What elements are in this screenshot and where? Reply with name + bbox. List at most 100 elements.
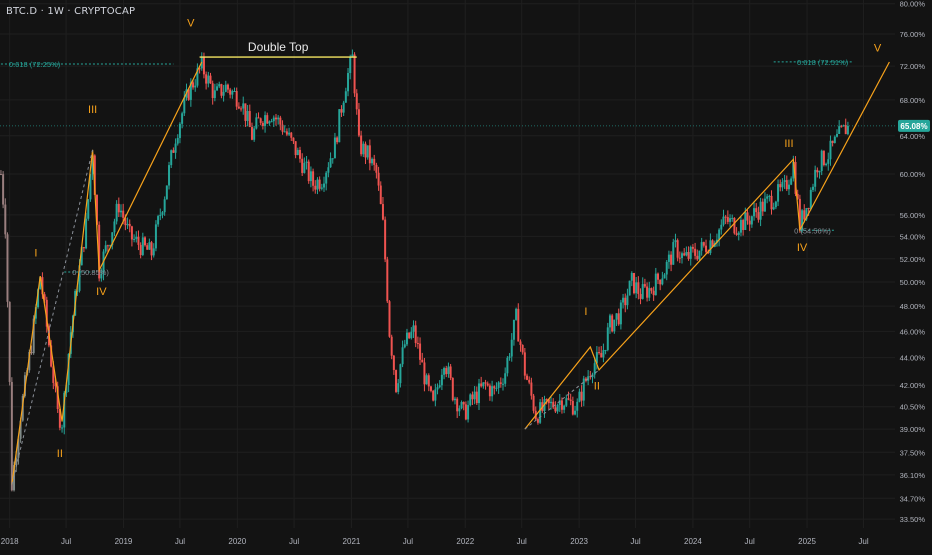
candle-body: [737, 232, 740, 235]
candle-body: [733, 217, 736, 234]
candle-body: [798, 198, 801, 231]
candle-body: [615, 313, 618, 320]
candle-body: [705, 245, 708, 252]
wave-label: II: [594, 380, 600, 392]
candle-body: [159, 214, 162, 217]
candle-body: [320, 187, 323, 189]
candle-body: [58, 408, 61, 428]
candle-body: [255, 117, 258, 129]
candle-body: [342, 102, 345, 113]
candle-body: [598, 352, 601, 354]
candle-body: [464, 404, 467, 420]
candle-body: [290, 132, 293, 138]
candle-body: [445, 368, 448, 375]
fib-level-label: 0 (50.85%): [72, 268, 109, 277]
y-tick-label: 44.00%: [900, 354, 926, 363]
candle-body: [65, 385, 68, 393]
candle-body: [772, 207, 775, 210]
candle-body: [187, 89, 190, 100]
candle-body: [480, 383, 483, 387]
candle-body: [292, 137, 295, 142]
candle-body: [246, 111, 249, 121]
candle-body: [818, 171, 821, 173]
candle-body: [368, 145, 371, 164]
candle-body: [844, 125, 847, 135]
candle-body: [667, 254, 670, 262]
candle-body: [801, 210, 804, 231]
y-tick-label: 80.00%: [900, 0, 926, 9]
candle-body: [545, 399, 548, 401]
candle-body: [816, 169, 819, 173]
candle-body: [569, 399, 572, 401]
candle-body: [152, 248, 155, 256]
candle-body: [32, 318, 35, 354]
candle-body: [473, 391, 476, 400]
candle-body: [766, 196, 769, 199]
candle-body: [235, 91, 238, 107]
candle-body: [829, 140, 832, 160]
candle-body: [412, 325, 415, 332]
candle-body: [447, 366, 450, 375]
y-tick-label: 42.00%: [900, 381, 926, 390]
candle-body: [526, 375, 529, 380]
candle-body: [384, 219, 387, 260]
candle-body: [78, 265, 81, 291]
candle-body: [617, 313, 620, 325]
candle-body: [550, 401, 553, 404]
candle-body: [665, 261, 668, 275]
x-tick-label: Jul: [61, 537, 71, 546]
candle-body: [366, 145, 369, 158]
candle-body: [2, 174, 5, 205]
candle-body: [318, 179, 321, 189]
candle-body: [637, 282, 640, 295]
candle-body: [133, 238, 136, 240]
candle-body: [87, 199, 90, 219]
candle-body: [63, 392, 66, 428]
candle-body: [272, 117, 275, 122]
x-tick-label: 2024: [684, 537, 702, 546]
candle-body: [611, 315, 614, 332]
candle-body: [650, 288, 653, 291]
candle-body: [449, 366, 452, 379]
candle-body: [567, 398, 570, 400]
candle-body: [560, 400, 563, 410]
candle-body: [325, 172, 328, 184]
candle-body: [76, 290, 79, 292]
candle-body: [82, 247, 85, 249]
candle-body: [294, 141, 297, 156]
wave-label: V: [187, 17, 195, 29]
candle-body: [432, 390, 435, 401]
candle-body: [80, 247, 83, 266]
wave-label: IV: [96, 286, 107, 298]
candle-body: [504, 373, 507, 384]
candle-body: [168, 165, 171, 186]
candle-body: [576, 401, 579, 411]
candle-body: [768, 195, 771, 197]
candle-body: [419, 343, 422, 360]
candle-body: [242, 103, 245, 109]
candle-body: [61, 427, 64, 429]
candle-body: [89, 174, 92, 200]
candle-body: [777, 184, 780, 202]
candle-body: [351, 54, 354, 57]
candle-body: [104, 245, 107, 252]
y-tick-label: 39.00%: [900, 425, 926, 434]
candle-body: [711, 240, 714, 247]
candle-body: [45, 299, 48, 327]
candle-body: [803, 210, 806, 220]
candle-body: [106, 245, 109, 247]
candle-body: [364, 143, 367, 158]
candle-body: [240, 108, 243, 110]
wave-label: IV: [797, 242, 808, 254]
candle-body: [360, 135, 363, 155]
candle-body: [381, 204, 384, 220]
candle-body: [622, 297, 625, 303]
y-tick-label: 46.00%: [900, 327, 926, 336]
elliott-wave-path: [11, 61, 203, 485]
candle-body: [85, 218, 88, 249]
candle-body: [67, 353, 70, 386]
y-tick-label: 36.10%: [900, 471, 926, 480]
candle-body: [722, 216, 725, 225]
